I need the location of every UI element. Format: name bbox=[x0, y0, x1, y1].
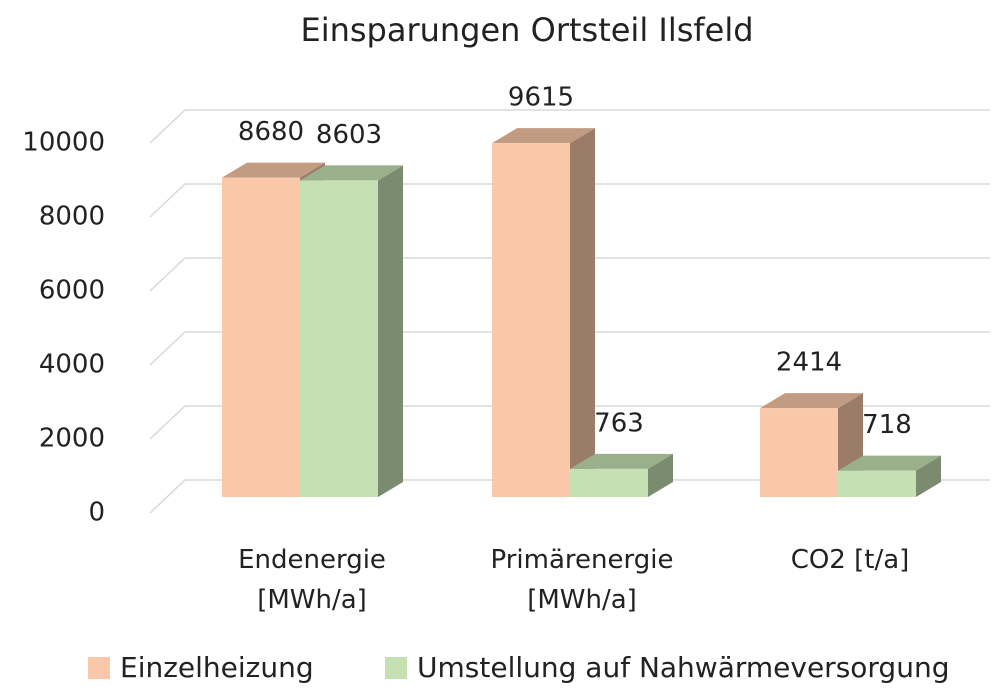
bar bbox=[492, 128, 595, 497]
legend-swatch bbox=[385, 657, 407, 679]
bar-top bbox=[222, 162, 325, 178]
bar bbox=[570, 453, 673, 497]
bar-side bbox=[916, 455, 941, 497]
y-tick-label: 8000 bbox=[39, 202, 105, 232]
grid-line bbox=[149, 479, 990, 514]
x-tick-label: CO2 [t/a] bbox=[790, 545, 910, 575]
value-label: 9615 bbox=[508, 83, 574, 113]
bar-top bbox=[300, 165, 403, 181]
grid-line bbox=[149, 109, 990, 144]
x-tick-label: Primärenergie [MWh/a] bbox=[490, 545, 674, 615]
bar-side bbox=[378, 165, 403, 497]
grid-line bbox=[149, 257, 990, 292]
bar bbox=[838, 455, 941, 497]
bar-side bbox=[648, 453, 673, 497]
grid-line bbox=[149, 331, 990, 366]
y-tick-label: 6000 bbox=[39, 276, 105, 306]
bar-front bbox=[492, 143, 570, 497]
value-label: 2414 bbox=[776, 348, 842, 378]
bar-front bbox=[838, 470, 916, 497]
value-label: 718 bbox=[862, 410, 912, 440]
grid-line bbox=[149, 183, 990, 218]
bar-top bbox=[760, 393, 863, 409]
bar-front bbox=[300, 180, 378, 497]
bar-front bbox=[760, 408, 838, 497]
y-tick-label: 0 bbox=[88, 498, 105, 528]
y-tick-label: 2000 bbox=[39, 424, 105, 454]
bar-side bbox=[570, 128, 595, 497]
bar-front bbox=[222, 177, 300, 498]
bar bbox=[300, 165, 403, 497]
legend-swatch bbox=[88, 657, 110, 679]
grid-line bbox=[149, 405, 990, 440]
x-tick-label: Endenergie [MWh/a] bbox=[238, 545, 386, 615]
bar-front bbox=[570, 468, 648, 497]
y-tick-label: 4000 bbox=[39, 350, 105, 380]
y-tick-label: 10000 bbox=[22, 128, 105, 158]
bar-top bbox=[838, 455, 941, 471]
legend-label: Einzelheizung bbox=[120, 651, 314, 684]
value-label: 763 bbox=[594, 408, 644, 438]
legend-label: Umstellung auf Nahwärmeversorgung bbox=[417, 651, 949, 684]
bar-top bbox=[570, 453, 673, 469]
value-label: 8603 bbox=[316, 120, 382, 150]
bar-top bbox=[492, 128, 595, 144]
chart-title: Einsparungen Ortsteil Ilsfeld bbox=[300, 11, 753, 49]
value-label: 8680 bbox=[238, 117, 304, 147]
